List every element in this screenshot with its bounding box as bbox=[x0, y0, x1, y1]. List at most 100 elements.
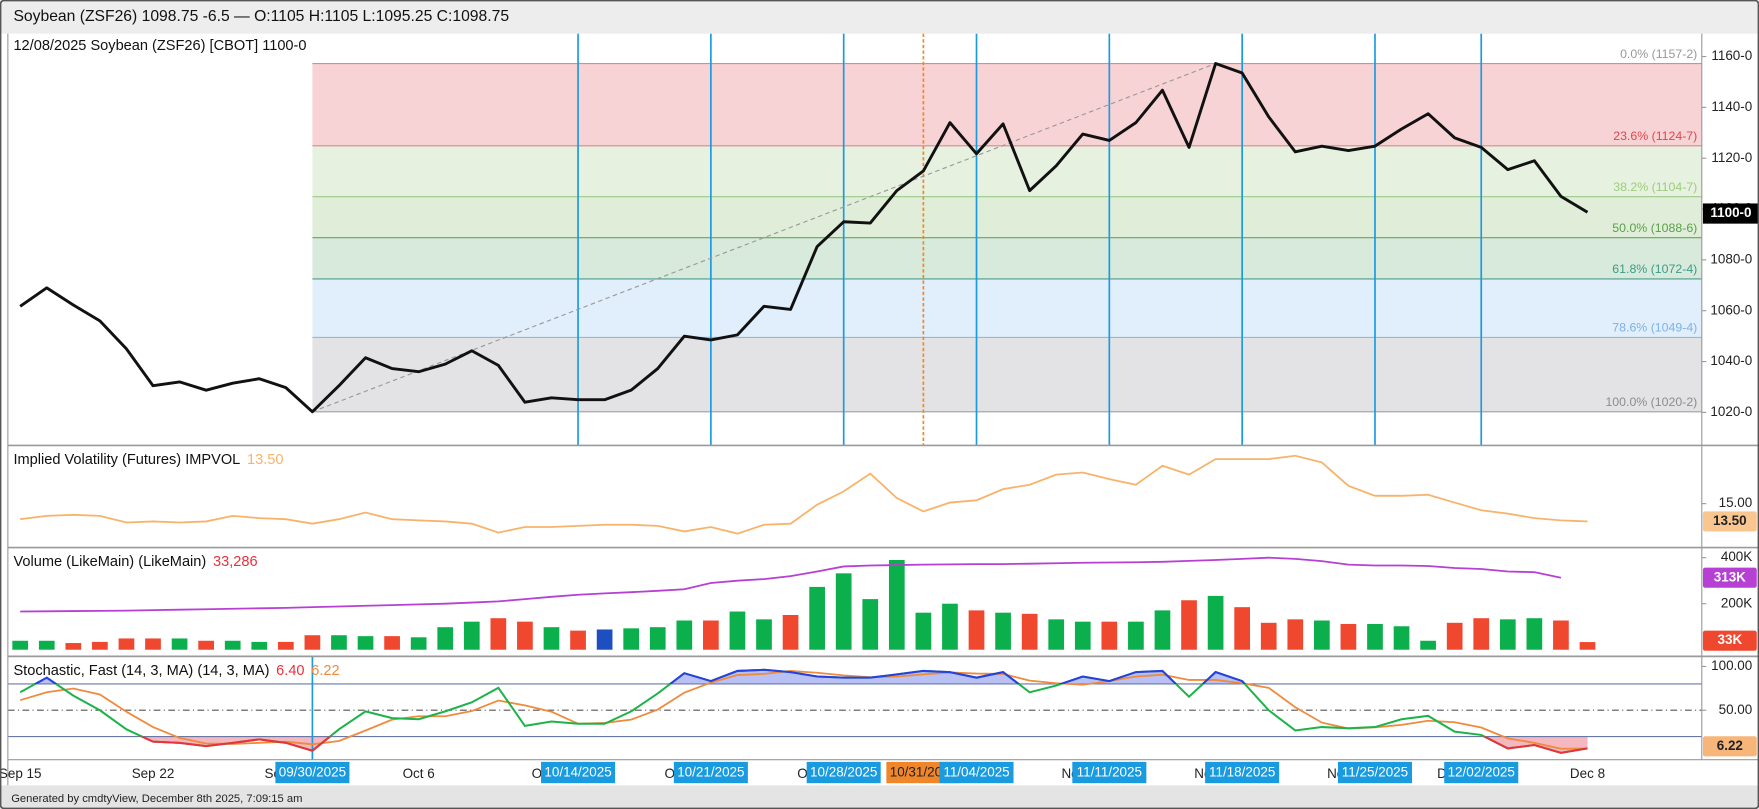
legend-label: Stochastic, Fast (14, 3, MA) (14, 3, MA) bbox=[13, 663, 269, 679]
y-tick-label: 15.00 bbox=[1719, 495, 1753, 510]
iv-line bbox=[20, 454, 1588, 535]
volume-bar bbox=[1553, 620, 1569, 650]
x-tick-label: Sep 22 bbox=[132, 766, 175, 781]
volume-bar bbox=[676, 620, 693, 650]
volume-bar bbox=[596, 629, 613, 650]
y-tick-label: 50.00 bbox=[1719, 702, 1753, 717]
volume-bar bbox=[463, 621, 480, 650]
y-tick-label: 100.00 bbox=[1711, 658, 1752, 673]
volume-bar bbox=[1128, 621, 1144, 650]
y-tick-label: 200K bbox=[1721, 595, 1752, 610]
volume-bar bbox=[888, 559, 905, 650]
value-badge bbox=[1702, 630, 1757, 651]
date-marker-box bbox=[806, 761, 881, 784]
y-tick-label: 1140-0 bbox=[1711, 99, 1752, 114]
fib-level-label: 61.8% (1072-4) bbox=[1612, 262, 1697, 276]
volume-bar bbox=[1234, 607, 1251, 650]
value-badge-label: 6.22 bbox=[1717, 738, 1743, 753]
value-badge bbox=[1702, 736, 1757, 757]
date-marker-label: 10/21/2025 bbox=[677, 765, 744, 780]
volume-bar bbox=[12, 640, 29, 650]
date-marker-label: 11/18/2025 bbox=[1209, 765, 1275, 780]
legend-value: 6.22 bbox=[311, 663, 339, 679]
volume-bar bbox=[968, 610, 985, 650]
value-badge-label: 33K bbox=[1717, 632, 1742, 647]
volume-bar bbox=[835, 573, 852, 650]
volume-bar bbox=[1313, 620, 1330, 650]
volume-bar bbox=[437, 627, 454, 650]
overlay: 0.0% (1157-2) 23.6% (1124-7) 38.2% (1104-7… bbox=[0, 33, 1759, 786]
date-marker-label: 11/04/2025 bbox=[943, 765, 1009, 780]
volume-bar bbox=[277, 641, 294, 650]
footer-text: Generated by cmdtyView, December 8th 202… bbox=[11, 793, 302, 805]
volume-bar bbox=[410, 637, 427, 650]
volume-bar bbox=[224, 640, 241, 650]
panel-title: 12/08/2025 Soybean (ZSF26) [CBOT] 1100-0 bbox=[13, 38, 306, 54]
legend-value: 6.40 bbox=[276, 663, 304, 679]
legend-value: 33,286 bbox=[213, 554, 258, 570]
stoch-k-zone-line bbox=[33, 668, 1247, 684]
fib-band bbox=[312, 196, 1702, 238]
volume-bar bbox=[1074, 621, 1091, 650]
volume-bar bbox=[65, 643, 82, 650]
stoch-zone-fill bbox=[141, 736, 1588, 753]
y-tick-label: 1080-0 bbox=[1710, 251, 1752, 266]
volume-bar bbox=[915, 612, 932, 650]
y-tick-label: 1060-0 bbox=[1710, 302, 1752, 317]
volume-bar bbox=[92, 641, 108, 650]
open-interest-line bbox=[20, 556, 1562, 613]
price-line bbox=[19, 62, 1589, 414]
price-badge-label: 1100-0 bbox=[1710, 205, 1751, 220]
fib-level-label: 23.6% (1124-7) bbox=[1613, 129, 1697, 143]
fib-level-label: 78.6% (1049-4) bbox=[1612, 321, 1697, 335]
legend-value: 13.50 bbox=[247, 452, 283, 468]
date-marker-box bbox=[275, 761, 350, 784]
volume-bar bbox=[756, 619, 772, 650]
volume-bar bbox=[1420, 640, 1436, 650]
date-marker-box bbox=[1337, 761, 1413, 784]
volume-bar bbox=[331, 635, 347, 650]
volume-bar bbox=[1181, 600, 1197, 650]
y-tick-label: 1120-0 bbox=[1711, 150, 1752, 165]
volume-bar bbox=[357, 636, 374, 650]
value-badge-label: 13.50 bbox=[1713, 513, 1747, 528]
fib-band bbox=[312, 145, 1702, 197]
x-tick-label: Oct 6 bbox=[403, 766, 435, 781]
volume-bar bbox=[1473, 618, 1490, 650]
price-badge bbox=[1702, 203, 1759, 224]
y-tick-label: 1160-0 bbox=[1711, 48, 1752, 63]
volume-bar bbox=[995, 612, 1011, 650]
volume-bar bbox=[145, 638, 161, 650]
fib-band bbox=[312, 237, 1702, 279]
value-badge bbox=[1702, 567, 1757, 588]
volume-bar bbox=[1207, 595, 1224, 650]
volume-bar bbox=[543, 627, 560, 650]
volume-bar bbox=[118, 638, 135, 650]
volume-bar bbox=[171, 638, 188, 650]
volume-bar bbox=[384, 636, 400, 650]
volume-bar bbox=[38, 640, 55, 650]
header-bar bbox=[0, 0, 1759, 34]
volume-bar bbox=[862, 599, 879, 650]
x-tick-label: Dec 8 bbox=[1570, 766, 1605, 781]
volume-bar bbox=[623, 628, 640, 650]
volume-bar bbox=[1048, 619, 1065, 650]
volume-bar bbox=[198, 640, 214, 650]
date-marker-box bbox=[1444, 761, 1519, 784]
volume-bar bbox=[570, 630, 586, 650]
volume-bar bbox=[517, 621, 533, 650]
volume-bar bbox=[1021, 613, 1038, 650]
fib-band bbox=[312, 278, 1702, 338]
volume-bar bbox=[1446, 622, 1463, 650]
stoch-zone-fill bbox=[20, 669, 1588, 684]
volume-bar bbox=[1340, 623, 1357, 650]
volume-bar bbox=[703, 620, 719, 650]
date-marker-label: 09/30/2025 bbox=[279, 765, 346, 780]
volume-bar bbox=[1154, 610, 1171, 650]
footer-bar bbox=[0, 785, 1759, 809]
value-badge bbox=[1702, 511, 1757, 532]
date-marker-label: 11/11/2025 bbox=[1077, 765, 1142, 780]
volume-bar bbox=[1101, 621, 1118, 650]
